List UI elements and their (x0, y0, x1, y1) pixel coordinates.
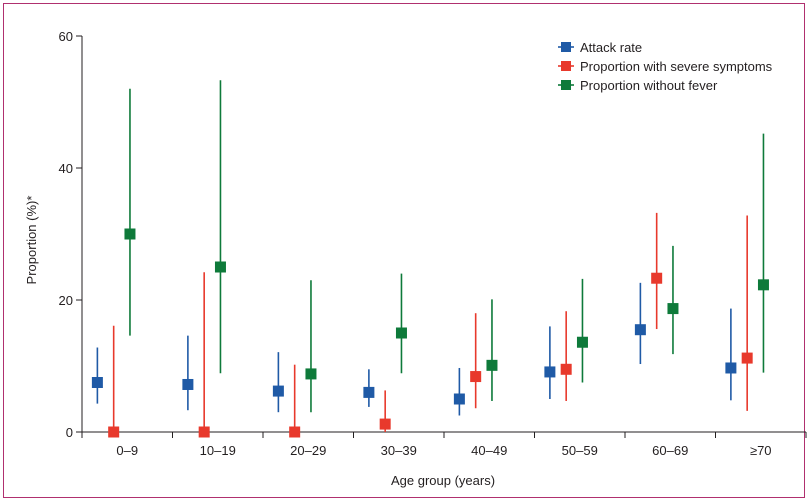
data-point (91, 377, 103, 388)
data-point (576, 336, 588, 348)
data-point (124, 228, 136, 240)
x-tick-label: 50–59 (562, 443, 598, 458)
legend-label: Attack rate (580, 40, 642, 55)
data-point (486, 359, 498, 371)
x-tick-label: 60–69 (652, 443, 688, 458)
data-point (470, 371, 482, 383)
data-point (453, 393, 465, 405)
y-tick-label: 40 (59, 161, 73, 176)
x-tick-label: 0–9 (116, 443, 138, 458)
y-tick-label: 60 (59, 29, 73, 44)
chart-frame (3, 3, 805, 498)
data-point (363, 386, 375, 398)
y-axis-title: Proportion (%)* (24, 196, 39, 285)
data-point (289, 426, 301, 438)
legend: Attack rate Proportion with severe sympto… (558, 40, 773, 93)
x-tick-label: 30–39 (381, 443, 417, 458)
x-axis-title: Age group (years) (391, 473, 495, 488)
legend-marker (561, 42, 571, 52)
data-point (395, 327, 407, 339)
y-tick-label: 0 (66, 425, 73, 440)
legend-label: Proportion with severe symptoms (580, 59, 773, 74)
data-point (272, 385, 284, 397)
data-point (741, 352, 753, 364)
data-point (182, 378, 194, 390)
y-tick-label: 20 (59, 293, 73, 308)
x-tick-label: 10–19 (200, 443, 236, 458)
series-proportion-with-severe-symptoms (108, 212, 753, 438)
data-point (757, 279, 769, 291)
data-point (725, 362, 737, 374)
x-tick-label: 40–49 (471, 443, 507, 458)
data-point (560, 363, 572, 375)
data-point (305, 368, 317, 380)
data-point (379, 418, 391, 430)
legend-marker (561, 61, 571, 71)
series-attack-rate (91, 282, 737, 416)
legend-marker (561, 80, 571, 90)
data-point (214, 261, 226, 273)
data-point (651, 272, 663, 284)
data-point (634, 324, 646, 336)
data-point (198, 426, 210, 438)
series-proportion-without-fever (124, 80, 769, 413)
data-point (667, 303, 679, 315)
axes: 0 20 40 60 0–9 10–19 20–29 30–39 40–49 50–59 60–69… (59, 29, 807, 458)
chart-marks (91, 80, 769, 438)
x-tick-label: 20–29 (290, 443, 326, 458)
x-tick-label: ≥70 (750, 443, 772, 458)
legend-label: Proportion without fever (580, 78, 718, 93)
data-point (544, 366, 556, 378)
data-point (108, 426, 120, 438)
